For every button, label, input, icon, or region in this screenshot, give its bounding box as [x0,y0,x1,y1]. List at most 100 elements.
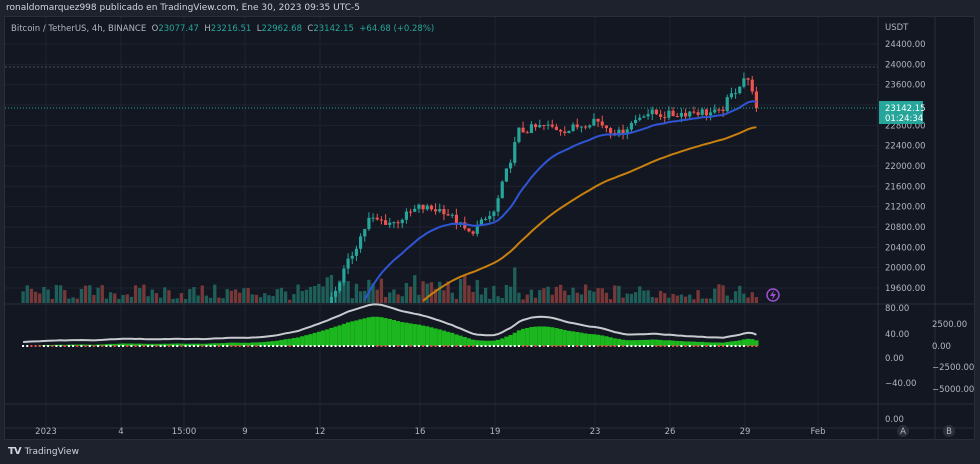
candle-body [450,214,454,216]
oscillator-bar [396,321,401,346]
price-axis-tick: 24000.00 [885,60,926,70]
volume-bar [388,292,392,303]
signal-marker [672,345,675,347]
volume-bar [175,298,179,303]
volume-bar [408,286,413,303]
volume-bar [392,289,396,303]
scale-b-button[interactable] [943,425,955,437]
signal-marker [63,345,66,347]
volume-bar [50,298,54,303]
signal-marker [305,345,308,347]
volume-bar [633,292,638,303]
signal-marker [397,345,400,347]
volume-bar [446,281,450,303]
oscillator-bar [291,338,296,346]
signal-marker [584,345,587,347]
candle-body [488,215,492,220]
signal-marker [617,345,620,347]
oscillator-bar [650,339,655,346]
signal-marker [547,345,550,347]
signal-marker [80,345,83,347]
volume-bar [29,288,34,303]
signal-marker [576,345,579,347]
signal-marker [142,345,145,347]
oscillator-bar [208,343,213,346]
oscillator-bar [641,339,646,346]
oscillator-bar [250,342,255,346]
volume-bar [704,298,709,303]
candle-body [688,111,692,117]
volume-bar [142,284,146,303]
oscillator-bar [537,326,542,346]
volume-bar [746,297,750,303]
signal-marker [197,345,200,347]
close-value: 23142.15 [313,24,354,34]
oscillator-bar [491,340,496,346]
volume-bar [563,290,567,303]
chart-frame[interactable] [4,16,975,440]
oscillator-bar [358,319,363,346]
volume-bar [554,286,559,303]
volume-bar [346,281,350,303]
price-axis-tick: 20800.00 [885,223,926,233]
candle-body [384,220,388,225]
candle-body [671,110,675,117]
last-price-value: 23142.15 [885,104,926,114]
signal-marker [426,345,429,347]
volume-bar [150,289,154,303]
oscillator-bar [166,343,171,346]
oscillator-bar [258,342,263,346]
oscillator-bar [712,342,717,346]
volume-bar [504,284,509,303]
volume-bar [542,288,546,303]
signal-marker [659,345,662,347]
signal-marker [442,345,445,347]
oscillator-bar [708,342,713,346]
signal-marker [701,345,704,347]
volume-bar [658,290,663,303]
time-axis-tick: 29 [740,427,751,437]
candle-body [729,93,733,98]
last-price-label [879,101,923,124]
volume-bar [608,299,613,303]
signal-marker [405,345,408,347]
signal-marker [47,345,50,347]
volume-bar [154,293,159,303]
signal-marker [692,345,695,347]
signal-marker [522,345,525,347]
signal-marker [513,345,516,347]
signal-marker [722,345,725,347]
volume-bar [75,298,79,303]
volume-bar [288,299,292,303]
signal-marker [447,345,450,347]
oscillator-bar [729,341,734,346]
volume-bar [529,289,534,303]
volume-bar [379,278,384,303]
volume-bar [596,288,600,303]
auto-scale-button[interactable] [897,425,909,437]
candle-body [609,128,613,134]
signal-marker [59,345,62,347]
oscillator-bar [133,343,138,346]
volume-bar [21,291,25,303]
candle-body [392,222,396,224]
volume-bar [550,294,554,303]
oscillator-bar [175,343,180,346]
signal-marker [684,345,687,347]
volume-bar [83,285,88,303]
footer: TV TradingView [8,446,79,457]
volume-bar [317,283,321,303]
volume-bar [133,285,138,303]
signal-marker [201,345,204,347]
oscillator-bar [108,343,113,346]
signal-marker [438,345,441,347]
oscillator-bar [371,316,376,346]
oscillator-bar [454,334,459,346]
volume-bar [292,294,296,303]
grid [5,17,975,440]
candle-body [421,204,425,210]
oscillator-bar [521,328,526,346]
volume-bar [708,298,713,303]
volume-bar [692,299,696,303]
